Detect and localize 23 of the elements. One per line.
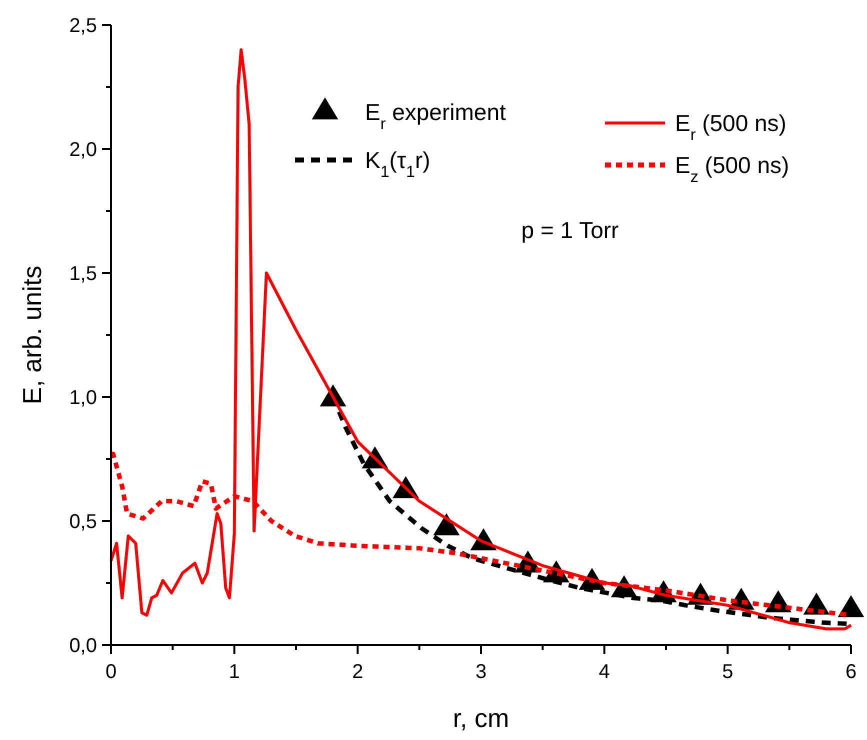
x-tick-label: 3 — [475, 661, 487, 683]
legend-label: E$_{r}$ (500 ns) — [675, 110, 786, 144]
legend-label: E$_{z}$ (500 ns) — [675, 152, 790, 186]
x-tick-label: 2 — [352, 661, 364, 683]
y-tick-label: 2,5 — [69, 15, 97, 37]
point — [433, 513, 460, 536]
y-tick-label: 0,0 — [69, 635, 97, 657]
x-axis-title: r, cm — [452, 703, 510, 733]
legend-label: E$_{r}$ experiment — [365, 99, 506, 133]
line-series — [110, 48, 852, 630]
y-axis-title: E, arb. units — [17, 266, 47, 404]
annotation: p = 1 Torr — [521, 217, 620, 243]
x-tick-label: 4 — [598, 661, 610, 683]
y-tick-label: 1,5 — [69, 263, 97, 285]
x-tick-label: 6 — [845, 661, 857, 683]
point — [838, 595, 864, 618]
legend-label: K$_{1}$(τ$_{1}$r) — [365, 147, 430, 181]
y-tick-label: 1,0 — [69, 387, 97, 409]
y-tick-label: 0,5 — [69, 511, 97, 533]
x-tick-label: 0 — [105, 661, 117, 683]
y-tick-label: 2,0 — [69, 139, 97, 161]
x-tick-label: 1 — [228, 661, 240, 683]
x-tick-label: 5 — [722, 661, 734, 683]
